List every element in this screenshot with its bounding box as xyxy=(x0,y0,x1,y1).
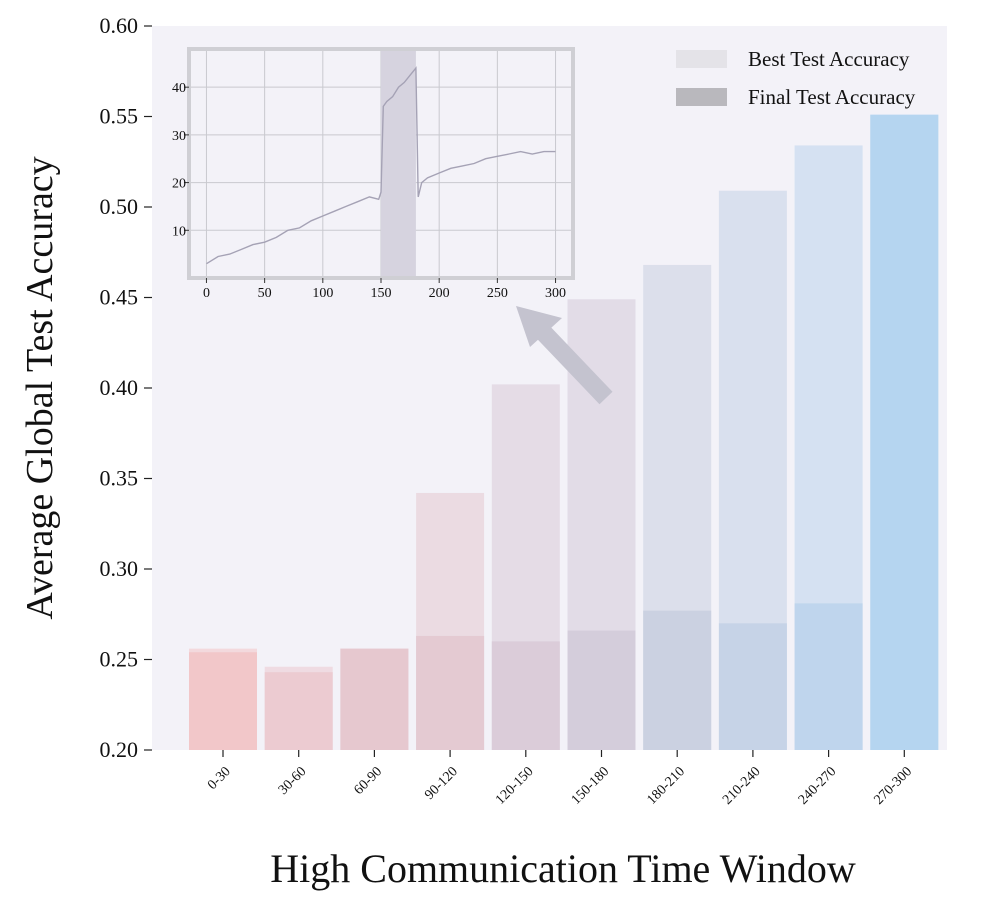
x-axis-title: High Communication Time Window xyxy=(270,846,856,891)
inset-x-tick-label: 50 xyxy=(258,286,272,301)
x-tick-label: 270-300 xyxy=(872,764,916,808)
bar-final-180-210 xyxy=(643,610,712,750)
x-tick-label: 150-180 xyxy=(569,764,613,808)
bar-final-270-300 xyxy=(870,114,939,750)
inset-x-tick-label: 300 xyxy=(545,286,566,301)
bar-final-0-30 xyxy=(189,652,257,750)
inset-x-tick-label: 0 xyxy=(203,286,210,301)
legend: Best Test Accuracy Final Test Accuracy xyxy=(676,47,916,109)
zoom-arrow xyxy=(516,306,613,405)
bar-final-150-180 xyxy=(567,630,636,750)
inset-y-tick-label: 40 xyxy=(172,81,186,96)
y-tick-label: 0.30 xyxy=(100,556,139,581)
y-axis-title: Average Global Test Accuracy xyxy=(19,156,61,619)
inset-highlight-window xyxy=(381,49,416,278)
legend-swatch-final xyxy=(676,88,727,106)
y-tick-label: 0.20 xyxy=(100,737,139,762)
bar-final-240-270 xyxy=(794,603,863,750)
inset-x-tick-label: 150 xyxy=(371,286,392,301)
inset-y-tick-label: 30 xyxy=(172,129,186,144)
y-tick-label: 0.50 xyxy=(100,194,139,219)
x-axis: 0-30 30-60 60-90 90-120 120-150 150-180 180-21… xyxy=(205,750,915,808)
inset-accuracy-line xyxy=(206,66,556,265)
inset-x-tick-label: 200 xyxy=(429,286,450,301)
bar-final-210-240 xyxy=(718,623,787,750)
inset-x-tick-label: 250 xyxy=(487,286,508,301)
x-tick-label: 180-210 xyxy=(644,764,688,808)
inset-line-chart: 0 50 100 150 200 250 300 10 20 30 40 xyxy=(172,47,575,301)
y-tick-label: 0.60 xyxy=(100,13,139,38)
y-tick-label: 0.25 xyxy=(100,647,139,672)
y-tick-label: 0.55 xyxy=(100,104,139,129)
legend-swatch-best xyxy=(676,50,727,68)
x-tick-label: 240-270 xyxy=(796,764,840,808)
y-axis: 0.20 0.25 0.30 0.35 0.40 0.45 0.50 0.55 0.60 xyxy=(100,13,152,762)
inset-y-tick-label: 20 xyxy=(172,177,186,192)
bar-final-30-60 xyxy=(264,672,333,750)
x-tick-label: 60-90 xyxy=(352,764,386,798)
legend-label-final: Final Test Accuracy xyxy=(748,85,916,109)
y-tick-label: 0.35 xyxy=(100,466,139,491)
inset-y-tick-label: 10 xyxy=(172,224,186,239)
x-tick-label: 90-120 xyxy=(422,764,461,803)
legend-label-best: Best Test Accuracy xyxy=(748,47,910,71)
x-tick-label: 30-60 xyxy=(276,764,310,798)
bar-final-120-150 xyxy=(491,641,560,750)
bar-final-90-120 xyxy=(416,635,485,750)
y-tick-label: 0.45 xyxy=(100,285,139,310)
x-tick-label: 0-30 xyxy=(205,764,234,793)
bar-final-60-90 xyxy=(340,648,409,750)
x-tick-label: 120-150 xyxy=(493,764,537,808)
x-tick-label: 210-240 xyxy=(720,764,764,808)
inset-x-tick-label: 100 xyxy=(312,286,333,301)
y-tick-label: 0.40 xyxy=(100,375,139,400)
bars-layer xyxy=(189,114,939,750)
